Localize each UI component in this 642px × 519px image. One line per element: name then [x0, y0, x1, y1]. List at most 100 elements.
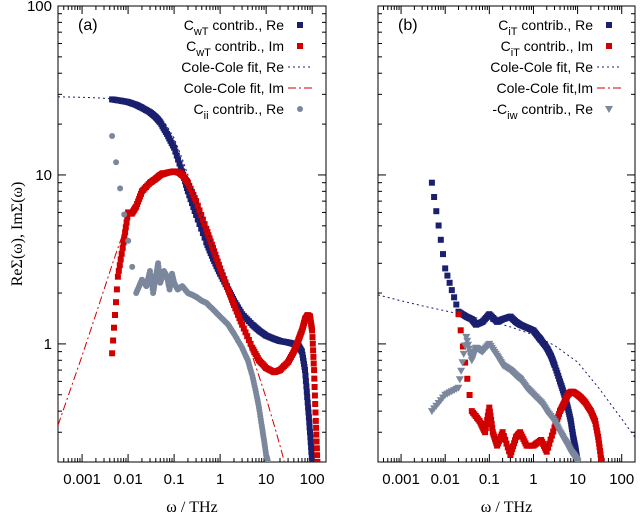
data-point: [444, 272, 451, 279]
data-point: [201, 234, 208, 241]
data-point: [311, 384, 318, 390]
data-point: [306, 424, 313, 431]
data-point: [573, 459, 582, 462]
x-tick-label: 0.001: [382, 471, 420, 488]
data-point: [500, 433, 507, 439]
data-point: [232, 305, 239, 312]
data-point: [173, 152, 180, 159]
data-point: [310, 347, 317, 354]
panel-a: 0.001 0.01 0.1 1 10 100 1 10 100 ω / THz (a) CwT co…: [27, 0, 327, 516]
data-point: [597, 448, 604, 454]
data-point: [217, 265, 224, 272]
data-point: [486, 404, 493, 411]
data-point: [186, 192, 193, 199]
data-point: [548, 432, 555, 439]
data-point: [301, 364, 308, 370]
panel-b: 0.001 0.01 0.1 1 10 100 ω / THz (b) CiT contrib.…: [377, 5, 636, 516]
data-point: [222, 279, 229, 286]
data-point: [242, 329, 249, 336]
data-point: [247, 340, 254, 347]
data-point: [311, 375, 318, 382]
data-point: [218, 268, 225, 275]
data-point: [448, 287, 455, 294]
data-point: [307, 439, 314, 446]
data-point: [464, 341, 473, 349]
data-point: [592, 421, 599, 428]
data-point: [190, 204, 197, 211]
data-point: [118, 250, 125, 257]
data-point: [446, 279, 453, 286]
data-point: [172, 148, 179, 155]
data-point: [598, 455, 605, 462]
data-point: [207, 238, 214, 245]
data-point: [117, 256, 124, 263]
data-point: [598, 459, 605, 462]
data-point: [310, 353, 317, 360]
data-point: [193, 211, 200, 218]
data-point: [196, 207, 203, 214]
data-point: [464, 375, 471, 382]
data-point: [114, 273, 121, 280]
data-point: [300, 354, 306, 361]
legend-entry: Cii contrib., Re: [194, 101, 303, 122]
data-point: [504, 444, 511, 451]
data-point: [187, 185, 194, 192]
legend-entry: Cole-Cole fit, Re: [181, 59, 312, 75]
data-point: [457, 327, 464, 334]
legend-label: -Ciw contrib., Re: [492, 101, 593, 122]
data-point: [189, 200, 195, 207]
legend-label: Cole-Cole fit, Im: [184, 80, 284, 96]
legend-label: Cii contrib., Re: [194, 101, 285, 122]
x-tick-label: 0.01: [431, 471, 460, 488]
data-point: [499, 429, 506, 436]
x-tick-label: 0.1: [479, 471, 500, 488]
legend-key: [606, 43, 612, 49]
data-point: [502, 436, 509, 443]
data-point: [113, 159, 120, 166]
data-point: [110, 337, 117, 344]
x-tick-label: 0.1: [164, 471, 185, 488]
data-point: [191, 208, 198, 214]
data-point: [302, 377, 309, 384]
data-point: [115, 267, 122, 274]
data-point: [298, 348, 305, 355]
data-point: [304, 394, 311, 401]
data-point: [194, 216, 201, 223]
data-point: [545, 444, 551, 451]
data-point: [312, 417, 319, 424]
data-point: [302, 367, 308, 374]
data-point: [237, 318, 244, 325]
data-point: [428, 179, 435, 186]
data-point: [595, 433, 602, 440]
legend-entry: CiT contrib., Re: [498, 17, 612, 38]
data-point: [308, 454, 315, 460]
data-point: [221, 275, 228, 282]
x-tick-label: 0.001: [63, 471, 101, 488]
data-point: [466, 392, 473, 398]
data-point: [304, 399, 311, 406]
data-point: [119, 244, 126, 251]
data-point: [213, 255, 220, 262]
data-point: [199, 230, 206, 237]
data-point: [121, 211, 128, 218]
data-point: [597, 451, 604, 458]
data-point: [111, 324, 117, 331]
data-point: [311, 392, 318, 399]
data-point: [215, 261, 222, 268]
data-point: [116, 262, 123, 269]
data-point: [219, 272, 226, 279]
data-point: [198, 212, 205, 218]
data-point: [124, 214, 131, 221]
data-point: [546, 440, 553, 447]
legend-label: CwT contrib., Re: [184, 17, 284, 38]
data-point: [431, 194, 438, 200]
data-point: [462, 359, 469, 366]
data-point: [595, 437, 602, 443]
data-point: [455, 311, 462, 318]
data-point: [121, 234, 128, 241]
data-point: [203, 225, 210, 232]
legend-key: [297, 22, 303, 28]
data-point: [120, 239, 127, 246]
data-point: [488, 421, 495, 427]
data-point: [307, 434, 314, 441]
